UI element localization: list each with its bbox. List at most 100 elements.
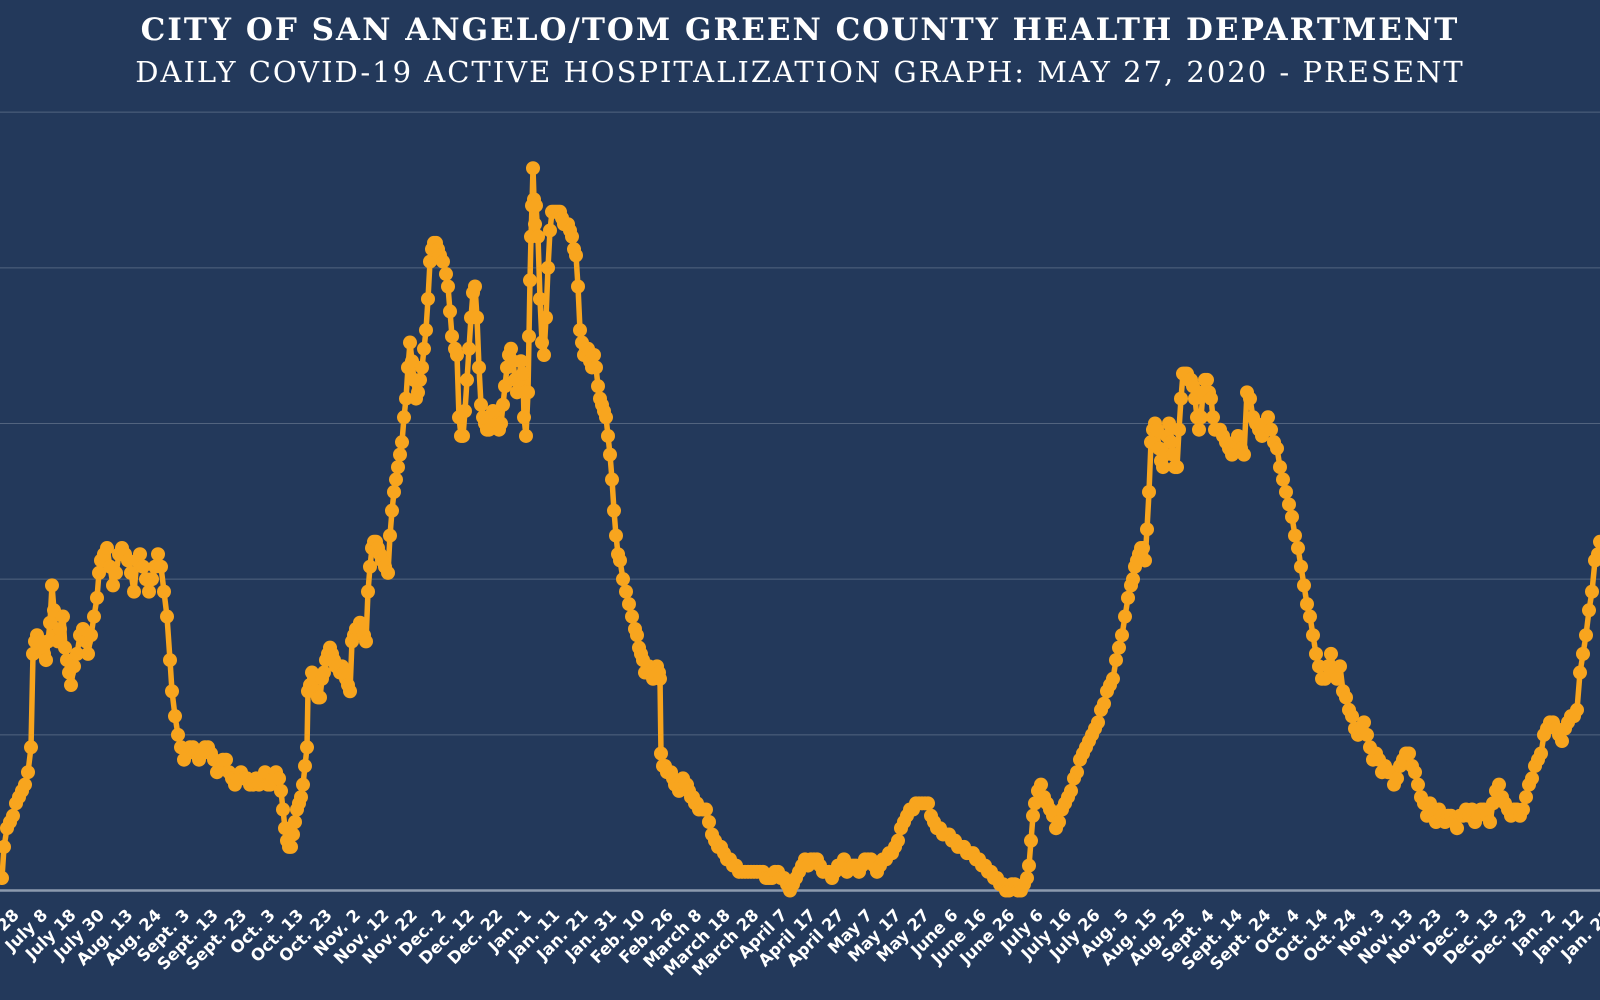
data-point-marker [573, 323, 587, 338]
data-point-marker [81, 646, 95, 661]
data-point-marker [381, 565, 395, 580]
data-point-marker [654, 746, 668, 761]
data-point-marker [1309, 646, 1323, 661]
data-point-marker [411, 385, 425, 400]
chart-title: CITY OF SAN ANGELO/TOM GREEN COUNTY HEAL… [140, 12, 1460, 48]
data-point-marker [1174, 391, 1188, 406]
data-point-marker [1333, 659, 1347, 674]
data-point-marker [168, 709, 182, 724]
data-point-marker [1492, 777, 1506, 792]
data-point-marker [1091, 715, 1105, 730]
data-point-marker [1282, 497, 1296, 512]
data-point-marker [395, 435, 409, 450]
data-point-marker [274, 783, 288, 798]
data-point-marker [92, 565, 106, 580]
data-point-marker [286, 827, 300, 842]
data-point-marker [439, 267, 453, 282]
data-point-marker [1106, 671, 1120, 686]
data-point-marker [393, 447, 407, 462]
data-point-marker [1097, 696, 1111, 711]
data-point-marker [470, 310, 484, 325]
data-point-marker [1279, 484, 1293, 499]
data-point-marker [565, 229, 579, 244]
data-point-marker [1402, 746, 1416, 761]
data-point-marker [516, 366, 530, 381]
data-point-marker [298, 758, 312, 773]
data-point-marker [403, 335, 417, 350]
data-point-marker [6, 808, 20, 823]
data-point-marker [142, 584, 156, 599]
data-point-marker [1306, 628, 1320, 643]
data-point-marker [399, 391, 413, 406]
data-point-marker [445, 329, 459, 344]
data-point-marker [136, 559, 150, 574]
data-point-marker [1192, 422, 1206, 437]
data-point-marker [1140, 522, 1154, 537]
data-point-marker [343, 684, 357, 699]
data-point-marker [443, 304, 457, 319]
data-point-marker [419, 323, 433, 338]
data-point-marker [276, 802, 290, 817]
data-point-marker [1126, 572, 1140, 587]
data-point-marker [1112, 640, 1126, 655]
data-point-marker [1390, 771, 1404, 786]
data-point-marker [1194, 410, 1208, 425]
data-point-marker [456, 428, 470, 443]
data-point-marker [1162, 416, 1176, 431]
data-point-marker [1164, 435, 1178, 450]
data-point-marker [1585, 584, 1599, 599]
chart-header: CITY OF SAN ANGELO/TOM GREEN COUNTY HEAL… [0, 10, 1600, 92]
data-point-marker [462, 341, 476, 356]
data-point-marker [510, 385, 524, 400]
data-point-marker [1593, 534, 1600, 549]
data-point-marker [1142, 484, 1156, 499]
data-point-marker [421, 291, 435, 306]
data-point-marker [605, 472, 619, 487]
data-point-marker [1170, 460, 1184, 475]
data-point-marker [1294, 559, 1308, 574]
data-point-marker [1166, 447, 1180, 462]
data-point-marker [458, 404, 472, 419]
data-point-marker [528, 217, 542, 232]
data-point-marker [519, 428, 533, 443]
data-point-marker [1324, 646, 1338, 661]
data-point-marker [1525, 771, 1539, 786]
data-point-marker [543, 223, 557, 238]
data-point-marker [1024, 833, 1038, 848]
data-point-marker [1270, 441, 1284, 456]
data-point-marker [616, 572, 630, 587]
data-point-marker [498, 379, 512, 394]
data-point-marker [383, 528, 397, 543]
data-point-marker [1582, 603, 1596, 618]
data-point-marker [474, 397, 488, 412]
data-point-marker [294, 790, 308, 805]
data-point-marker [43, 615, 57, 630]
data-point-marker [56, 609, 70, 624]
data-point-marker [1300, 597, 1314, 612]
data-point-marker [450, 347, 464, 362]
data-point-marker [569, 248, 583, 263]
data-point-marker [653, 671, 667, 686]
data-point-marker [0, 871, 9, 886]
data-point-marker [154, 559, 168, 574]
data-point-marker [1273, 460, 1287, 475]
data-point-marker [460, 372, 474, 387]
data-point-marker [1206, 410, 1220, 425]
data-point-marker [1297, 578, 1311, 593]
data-point-marker [1591, 547, 1600, 562]
data-point-marker [24, 740, 38, 755]
data-point-marker [468, 279, 482, 294]
data-point-marker [1573, 665, 1587, 680]
data-point-marker [145, 572, 159, 587]
data-point-marker [589, 360, 603, 375]
data-point-marker [1118, 609, 1132, 624]
data-point-marker [21, 765, 35, 780]
data-point-marker [537, 347, 551, 362]
data-point-marker [219, 752, 233, 767]
data-point-marker [1020, 871, 1034, 886]
data-point-marker [1121, 590, 1135, 605]
data-point-marker [1200, 372, 1214, 387]
data-point-marker [272, 771, 286, 786]
data-point-marker [300, 740, 314, 755]
data-point-marker [535, 335, 549, 350]
